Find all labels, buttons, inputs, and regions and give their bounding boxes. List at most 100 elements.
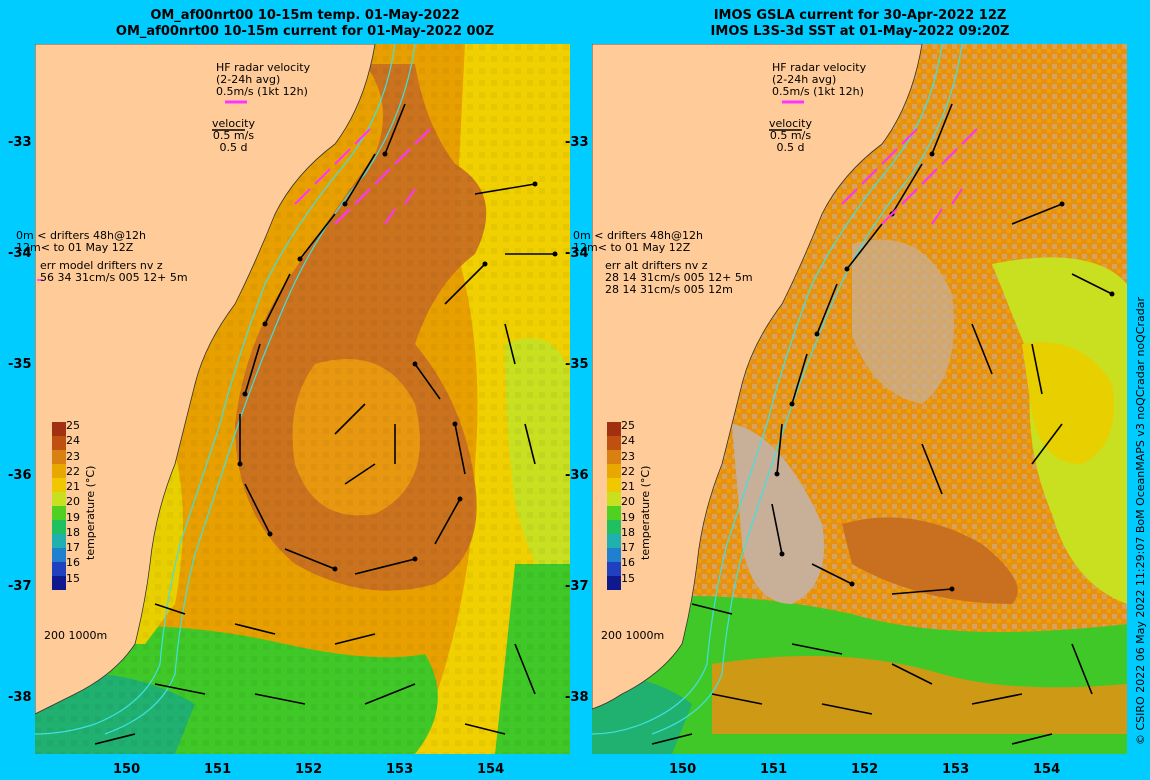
lat-label: -37 xyxy=(8,579,32,594)
right-colorbar xyxy=(607,422,621,590)
hf-radar-vectors xyxy=(841,128,978,225)
left-colorbar xyxy=(52,422,66,590)
colorbar-swatch xyxy=(607,576,621,590)
land-coastline xyxy=(35,44,376,715)
colorbar-swatch xyxy=(52,436,66,450)
lon-label: 154 xyxy=(1033,762,1061,777)
colorbar-tick-label: 19 xyxy=(621,510,635,524)
left-title: OM_af00nrt00 10-15m temp. 01-May-2022 OM… xyxy=(40,8,570,40)
colorbar-tick-label: 22 xyxy=(66,464,80,478)
left-map-panel[interactable] xyxy=(35,44,570,754)
colorbar-swatch xyxy=(52,562,66,576)
right-hf-label: HF radar velocity (2-24h avg) 0.5m/s (1k… xyxy=(772,61,867,98)
colorbar-swatch xyxy=(607,506,621,520)
colorbar-tick-label: 16 xyxy=(66,556,80,570)
lon-label: 150 xyxy=(669,762,697,777)
colorbar-swatch xyxy=(607,450,621,464)
left-map xyxy=(35,44,570,754)
lon-label: 152 xyxy=(851,762,879,777)
colorbar-tick-label: 20 xyxy=(66,495,80,509)
warm-band xyxy=(842,517,1018,604)
land-coastline xyxy=(592,44,923,710)
colorbar-tick-label: 16 xyxy=(621,556,635,570)
lat-label: -33 xyxy=(8,135,32,150)
lat-label: -38 xyxy=(565,690,589,705)
colorbar-tick-label: 19 xyxy=(66,510,80,524)
colorbar-swatch xyxy=(52,450,66,464)
left-hf-label: HF radar velocity (2-24h avg) 0.5m/s (1k… xyxy=(216,61,311,98)
lat-label: -34 xyxy=(8,246,32,261)
lat-label: -37 xyxy=(565,579,589,594)
right-title-line1: IMOS GSLA current for 30-Apr-2022 12Z xyxy=(713,8,1007,23)
colorbar-swatch xyxy=(52,492,66,506)
cloud-mask-west xyxy=(732,424,824,604)
left-velocity-label: velocity 0.5 m/s 0.5 d xyxy=(212,117,255,154)
isobath-200m xyxy=(35,44,396,735)
colorbar-tick-label: 21 xyxy=(621,480,635,494)
isobath-200m xyxy=(592,44,943,735)
right-velocity-label: velocity 0.5 m/s 0.5 d xyxy=(769,117,812,154)
hf-radar-vectors xyxy=(294,128,431,225)
colorbar-swatch xyxy=(607,548,621,562)
colorbar-swatch xyxy=(52,478,66,492)
lat-label: -35 xyxy=(565,357,589,372)
lon-label: 151 xyxy=(204,762,232,777)
colorbar-tick-label: 15 xyxy=(66,571,80,585)
lon-label: 153 xyxy=(386,762,414,777)
lat-label: -34 xyxy=(565,246,589,261)
lon-label: 154 xyxy=(477,762,505,777)
right-err-stats: err alt drifters nv z 28 14 31cm/s 005 1… xyxy=(605,259,753,296)
lon-label: 153 xyxy=(942,762,970,777)
colorbar-tick-label: 17 xyxy=(66,541,80,555)
current-vectors xyxy=(94,103,555,745)
colorbar-swatch xyxy=(607,478,621,492)
lat-label: -35 xyxy=(8,357,32,372)
colorbar-swatch xyxy=(52,464,66,478)
colorbar-tick-label: 22 xyxy=(621,464,635,478)
right-map xyxy=(592,44,1127,754)
isobath-1000m xyxy=(651,44,963,735)
colorbar-swatch xyxy=(52,548,66,562)
colorbar-tick-label: 18 xyxy=(621,525,635,539)
lat-label: -36 xyxy=(565,468,589,483)
left-err-stats: err model drifters nv z 56 34 31cm/s 005… xyxy=(40,259,188,284)
colorbar-tick-label: 24 xyxy=(66,434,80,448)
right-drifters-legend: 0m < drifters 48h@12h 12m< to 01 May 12Z xyxy=(573,229,703,254)
colorbar-tick-label: 15 xyxy=(621,571,635,585)
left-title-line2: OM_af00nrt00 10-15m current for 01-May-2… xyxy=(115,24,495,39)
colorbar-swatch xyxy=(607,534,621,548)
colorbar-swatch xyxy=(52,534,66,548)
right-map-panel[interactable] xyxy=(592,44,1127,754)
colorbar-swatch xyxy=(607,520,621,534)
left-title-line1: OM_af00nrt00 10-15m temp. 01-May-2022 xyxy=(150,8,460,23)
lon-label: 151 xyxy=(760,762,788,777)
isobath-1000m xyxy=(104,44,416,735)
colorbar-tick-label: 25 xyxy=(66,419,80,432)
right-title: IMOS GSLA current for 30-Apr-2022 12Z IM… xyxy=(595,8,1125,40)
colorbar-tick-label: 17 xyxy=(621,541,635,555)
colorbar-swatch xyxy=(52,576,66,590)
colorbar-swatch xyxy=(607,492,621,506)
right-isobath-legend: 200 1000m xyxy=(601,629,665,642)
lon-label: 150 xyxy=(113,762,141,777)
colorbar-swatch xyxy=(607,422,621,436)
colorbar-tick-label: 24 xyxy=(621,434,635,448)
colorbar-swatch xyxy=(607,562,621,576)
lat-label: -33 xyxy=(565,135,589,150)
colorbar-swatch xyxy=(607,464,621,478)
left-colorbar-title: temperature (°C) xyxy=(84,465,97,560)
colorbar-tick-label: 23 xyxy=(66,449,80,463)
left-isobath-legend: 200 1000m xyxy=(44,629,108,642)
credit-text: © CSIRO 2022 06 May 2022 11:29:07 BoM Oc… xyxy=(1134,297,1147,745)
current-vectors xyxy=(651,103,1113,745)
right-colorbar-title: temperature (°C) xyxy=(639,465,652,560)
colorbar-swatch xyxy=(52,520,66,534)
lat-label: -38 xyxy=(8,690,32,705)
lon-label: 152 xyxy=(295,762,323,777)
colorbar-swatch xyxy=(52,506,66,520)
colorbar-tick-label: 25 xyxy=(621,419,635,432)
colorbar-swatch xyxy=(607,436,621,450)
colorbar-tick-label: 23 xyxy=(621,449,635,463)
colorbar-tick-label: 18 xyxy=(66,525,80,539)
right-title-line2: IMOS L3S-3d SST at 01-May-2022 09:20Z xyxy=(710,24,1010,39)
